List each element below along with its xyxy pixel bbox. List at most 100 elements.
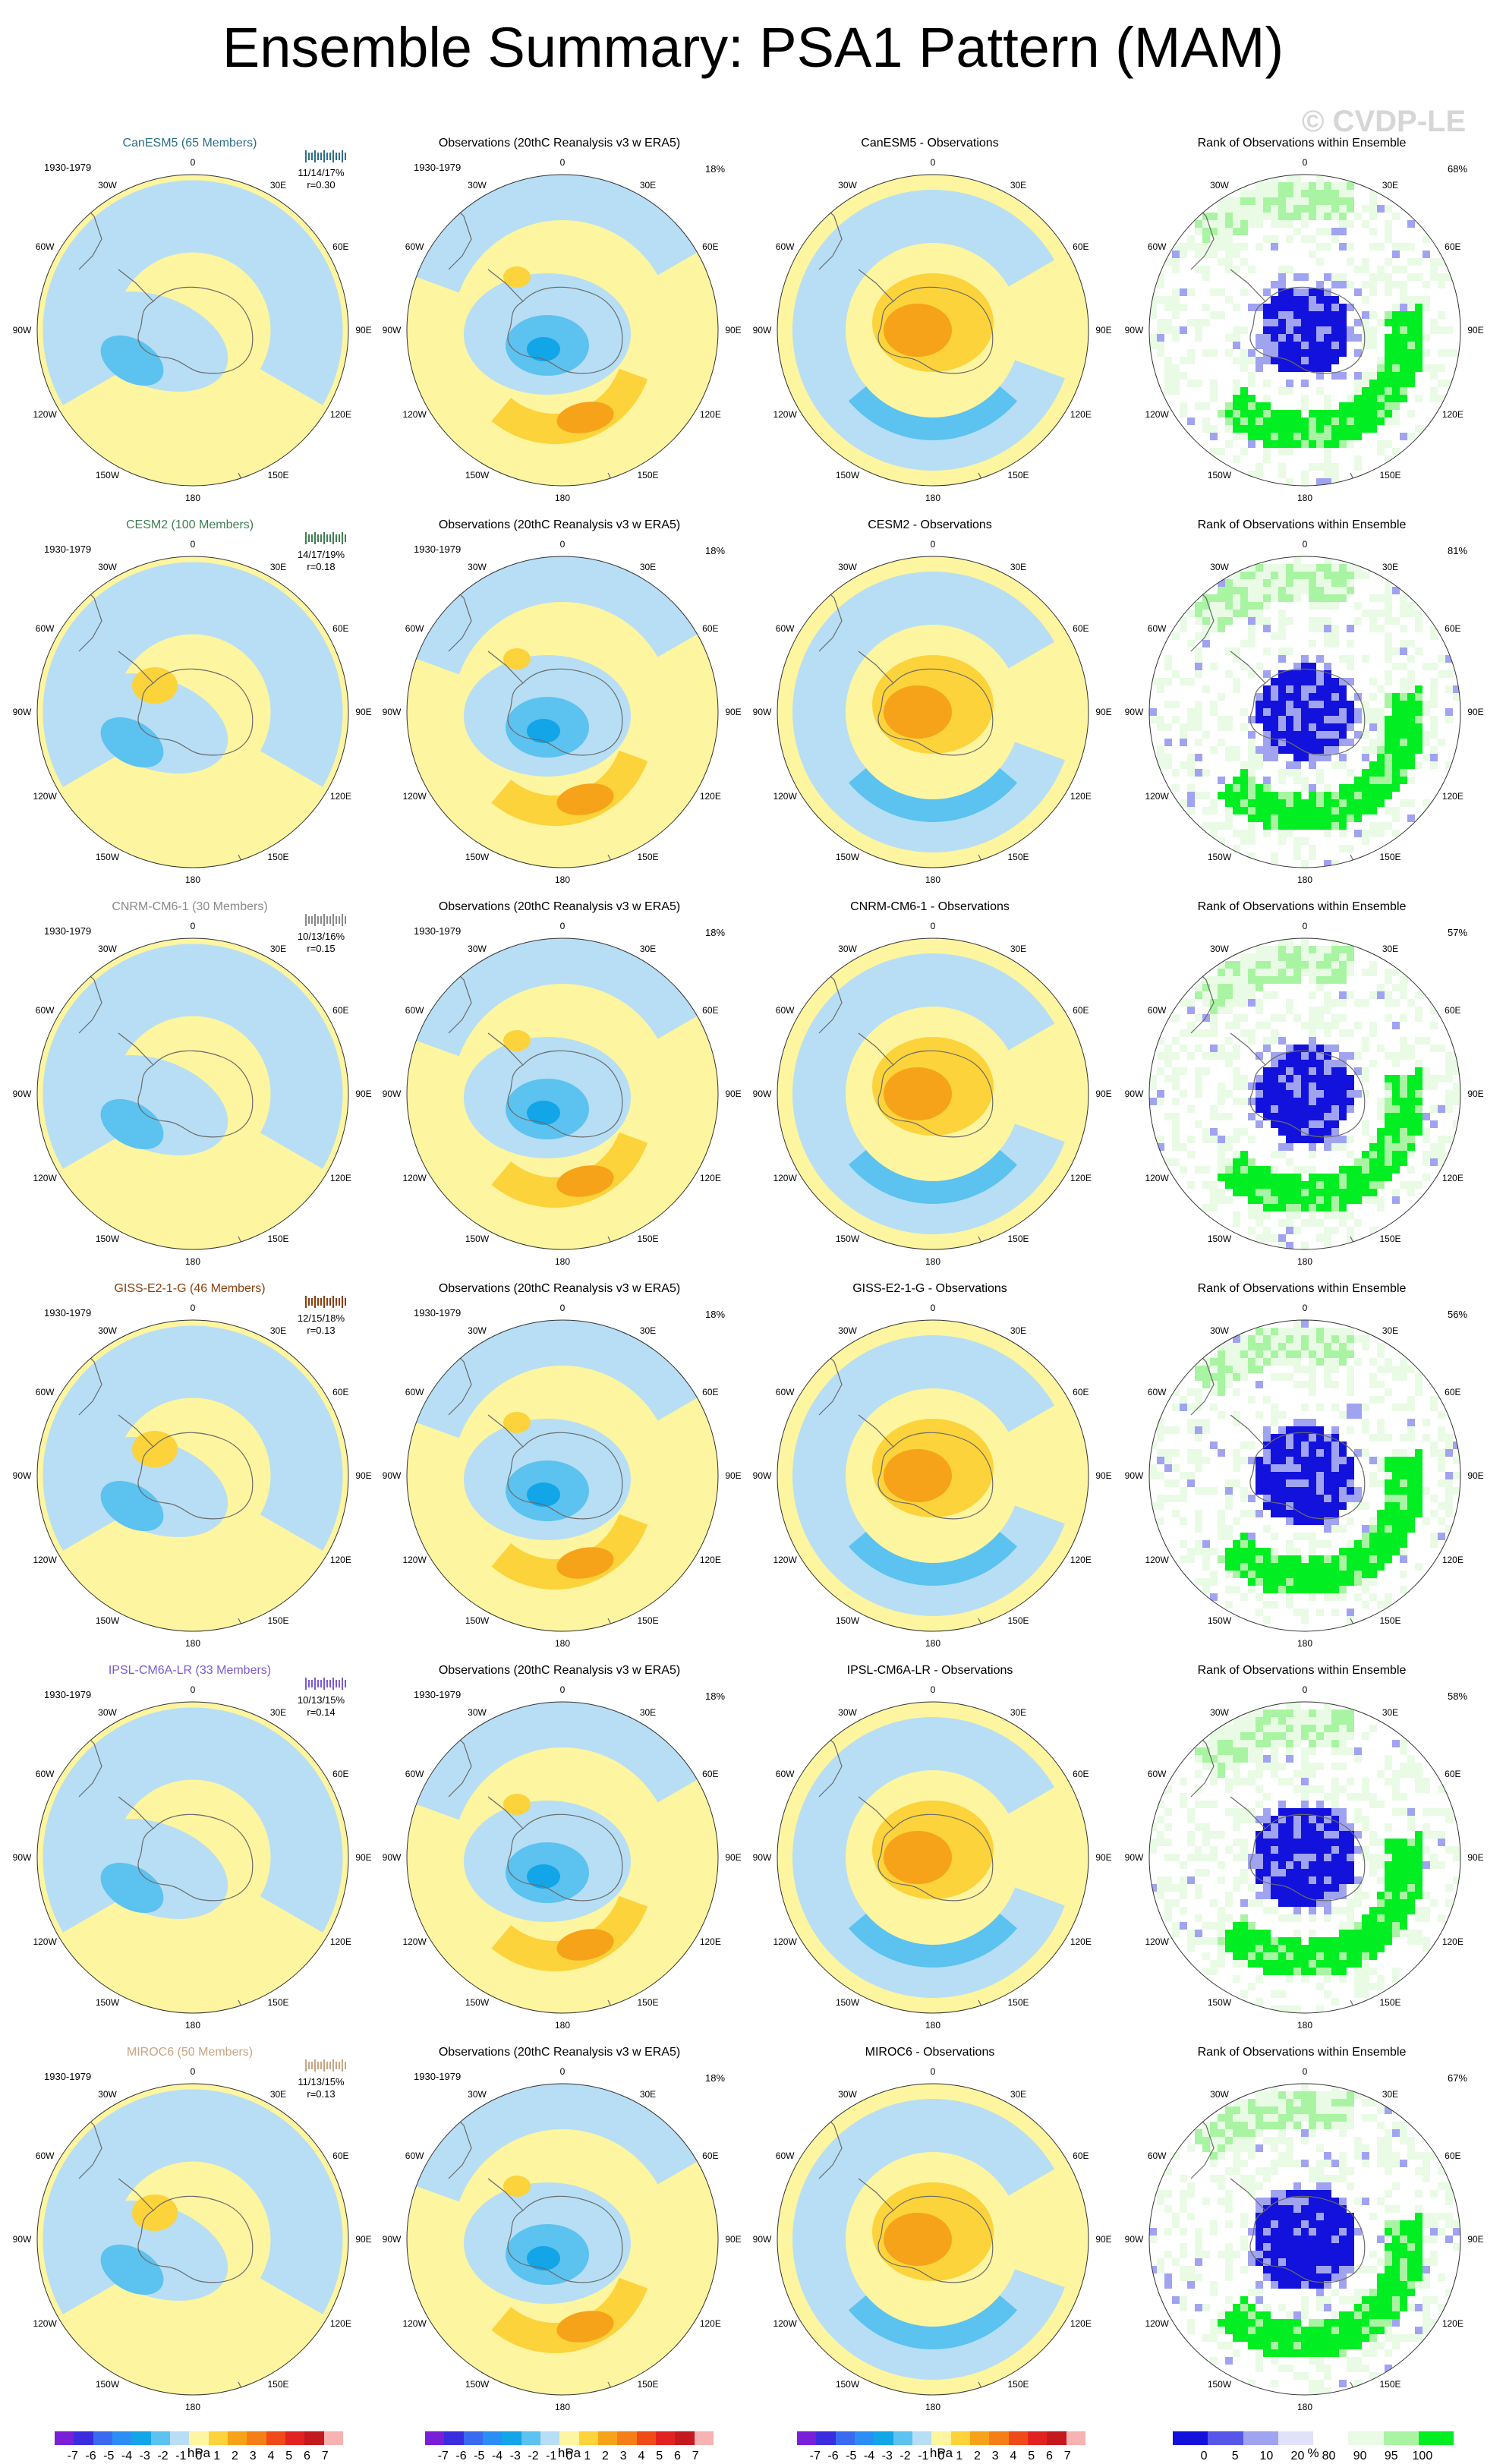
rank-cell [1195,1166,1202,1174]
rank-cell [1339,1763,1347,1770]
rank-cell [1225,1373,1233,1381]
rank-cell [1339,1563,1347,1571]
rank-cell [1240,1808,1248,1816]
rank-cell [1225,723,1233,731]
rank-cell [1293,304,1301,311]
rank-cell [1195,1930,1202,1937]
rank-cell [1415,1869,1423,1876]
rank-cell [1385,739,1392,746]
rank-cell [1407,1113,1415,1120]
rank-cell [1400,754,1407,761]
rank-cell [1324,1861,1331,1869]
rank-cell [1385,417,1392,425]
rank-cell [1339,2220,1347,2228]
antarctica-coastline [507,2195,623,2283]
rank-cell [1210,799,1218,807]
rank-cell [1324,273,1331,281]
rank-cell [1164,387,1172,395]
rank-cell [1286,478,1293,486]
rank-cell [1263,1502,1271,1510]
antarctica-coastline [507,1813,623,1902]
rank-cell [1286,1189,1293,1196]
rank-cell [1324,2296,1331,2304]
rank-cell [1362,1732,1369,1740]
rank-cell [1278,2122,1286,2129]
rank-cell [1392,999,1400,1007]
rank-cell [1218,1350,1225,1358]
rank-cell [1286,1548,1293,1555]
rank-cell [1301,2228,1309,2236]
rank-cell [1187,1457,1195,1464]
rank-cell [1271,1725,1278,1732]
rank-cell [1233,1098,1240,1105]
rank-cell [1293,433,1301,440]
rank-cell [1218,2144,1225,2152]
rank-cell [1256,784,1263,792]
rank-cell [1240,1181,1248,1189]
longitude-label: 90W [1124,1852,1144,1863]
rank-cell [1377,625,1385,632]
rank-field [1149,1702,1460,2013]
rank-cell [1248,746,1256,754]
rank-cell [1377,1770,1385,1778]
rank-cell [1362,1166,1369,1174]
rank-panel: 0 30E 60E 90E 120E 150E 180 150W 120W 90W 60W 30W Ra… [1120,114,1484,503]
rank-cell [1301,1022,1309,1029]
rank-cell [1331,440,1339,448]
rank-cell [1256,2167,1263,2175]
rank-cell [1316,304,1324,311]
rank-cell [1324,455,1331,463]
rank-cell [1278,2258,1286,2266]
rank-cell [1392,754,1400,761]
rank-cell [1354,1563,1362,1571]
rank-cell [1339,564,1347,572]
longitude-label: 60W [1147,241,1167,252]
rank-cell [1331,1335,1339,1343]
rank-cell [1316,296,1324,304]
rank-cell [1400,701,1407,708]
rank-cell [1301,1045,1309,1052]
longitude-label: 90E [355,1852,372,1863]
rank-cell [1225,1502,1233,1510]
rank-cell [1331,326,1339,334]
longitude-label: 60W [1147,1386,1167,1397]
rank-cell [1218,579,1225,587]
period-label: 1930-1979 [44,925,92,937]
rank-cell [1354,387,1362,395]
rank-cell [1354,319,1362,326]
rank-cell [1210,1747,1218,1755]
rank-cell [1324,1343,1331,1350]
rank-cell [1392,1495,1400,1502]
rank-cell [1392,731,1400,739]
antarctica-coastline [1249,1813,1366,1902]
rank-cell [1225,440,1233,448]
longitude-label: 90W [1124,1089,1144,1099]
rank-cell [1271,2228,1278,2236]
rank-cell [1392,342,1400,349]
rank-cell [1240,1457,1248,1464]
rank-cell [1407,716,1415,723]
longitude-label: 30W [838,2088,857,2100]
rank-cell [1377,1899,1385,1907]
obs-title: Observations (20thC Reanalysis v3 w ERA5… [438,518,681,531]
rank-cell [1377,594,1385,602]
rank-cell [1233,2167,1240,2175]
rank-cell [1324,1022,1331,1029]
rank-cell [1339,754,1347,761]
rank-cell [1407,433,1415,440]
rank-cell [1309,678,1316,685]
rank-cell [1210,1128,1218,1136]
rank-cell [1149,2236,1157,2243]
rank-cell [1400,594,1407,602]
rank-cell [1240,1717,1248,1725]
rank-cell [1218,1136,1225,1143]
rank-cell [1256,1785,1263,1793]
rank-cell [1301,1975,1309,1983]
rank-cell [1347,1517,1354,1525]
rank-cell [1385,334,1392,342]
rank-cell [1407,1495,1415,1502]
rank-cell [1324,723,1331,731]
rank-cell [1157,1143,1164,1151]
rank-cell [1301,364,1309,372]
rank-cell [1392,395,1400,402]
